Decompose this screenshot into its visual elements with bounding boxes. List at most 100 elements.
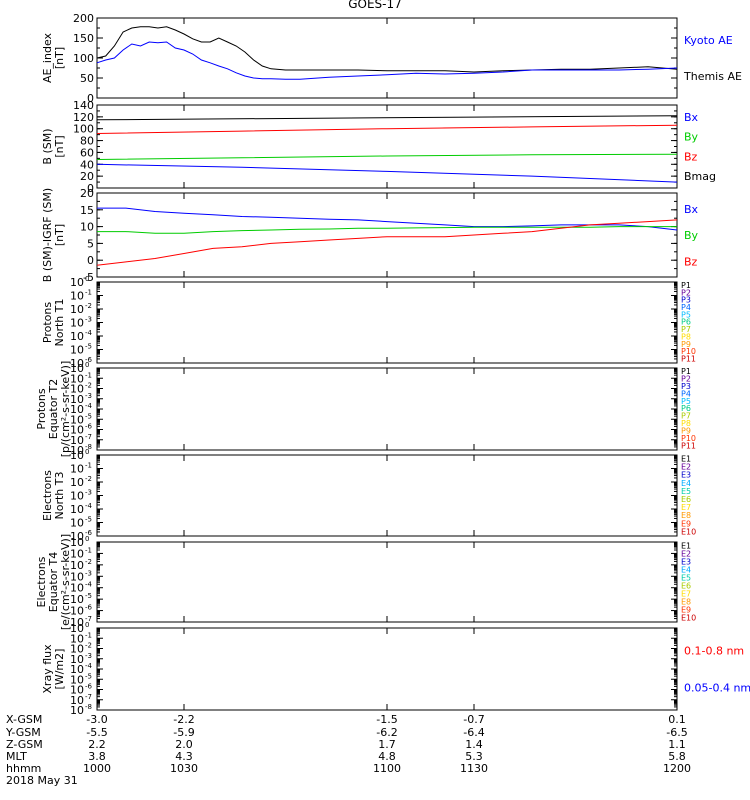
y-tick-label: 10 bbox=[70, 605, 84, 618]
x-row-label: MLT bbox=[6, 750, 27, 763]
x-tick-label: -5.5 bbox=[86, 726, 107, 739]
y-tick-exponent: -3 bbox=[85, 392, 92, 400]
channel-label: P2 bbox=[681, 374, 691, 383]
x-tick-label: 1100 bbox=[373, 762, 401, 775]
y-tick-exponent: 0 bbox=[85, 361, 89, 369]
y-axis-label: Electrons bbox=[41, 470, 54, 521]
y-tick-label: 10 bbox=[70, 570, 84, 583]
y-tick-label: 10 bbox=[70, 536, 84, 549]
y-tick-label: 150 bbox=[73, 32, 94, 45]
y-tick-label: 10 bbox=[70, 559, 84, 572]
y-tick-exponent: 0 bbox=[85, 535, 89, 543]
y-tick-exponent: -1 bbox=[85, 289, 92, 297]
channel-label: P6 bbox=[681, 318, 691, 327]
y-tick-label: 10 bbox=[70, 413, 84, 426]
channel-label: P4 bbox=[681, 389, 691, 398]
channel-label: E8 bbox=[681, 511, 691, 520]
y-tick-exponent: -4 bbox=[85, 502, 93, 510]
legend-entry: Bx bbox=[684, 111, 699, 124]
channel-label: E8 bbox=[681, 597, 691, 606]
y-axis-label: B (SM) bbox=[41, 128, 54, 164]
x-row-label: Z-GSM bbox=[6, 738, 43, 751]
y-axis-label: Equator T4 bbox=[47, 552, 60, 612]
channel-label: P9 bbox=[681, 427, 691, 436]
y-tick-label: 120 bbox=[73, 111, 94, 124]
y-tick-exponent: -7 bbox=[85, 615, 92, 623]
y-tick-label: 0 bbox=[87, 182, 94, 195]
channel-label: P10 bbox=[681, 434, 696, 443]
y-tick-label: 10 bbox=[70, 490, 84, 503]
channel-label: P7 bbox=[681, 325, 691, 334]
y-tick-label: 10 bbox=[70, 632, 84, 645]
channel-label: P1 bbox=[681, 281, 691, 290]
x-tick-label: -6.5 bbox=[666, 726, 687, 739]
series-line bbox=[96, 124, 678, 134]
channel-label: E2 bbox=[681, 549, 691, 558]
y-tick-label: -5 bbox=[83, 271, 94, 284]
y-tick-label: 10 bbox=[70, 362, 84, 375]
series-line bbox=[96, 163, 678, 183]
y-tick-label: 10 bbox=[70, 704, 84, 717]
y-tick-label: 15 bbox=[80, 204, 94, 217]
channel-label: P10 bbox=[681, 347, 696, 356]
x-tick-label: 1.7 bbox=[378, 738, 396, 751]
y-tick-label: 100 bbox=[73, 123, 94, 136]
y-tick-exponent: -6 bbox=[85, 529, 93, 537]
y-tick-label: 200 bbox=[73, 12, 94, 25]
x-tick-label: 2.2 bbox=[88, 738, 106, 751]
y-tick-label: 10 bbox=[70, 463, 84, 476]
series-line bbox=[96, 26, 678, 73]
series-line bbox=[96, 219, 678, 266]
y-tick-exponent: -5 bbox=[85, 592, 92, 600]
x-tick-label: 1200 bbox=[663, 762, 691, 775]
y-tick-exponent: -3 bbox=[85, 569, 92, 577]
y-axis-label: [W/m2] bbox=[53, 649, 66, 690]
y-tick-label: 0 bbox=[87, 92, 94, 105]
y-tick-exponent: -4 bbox=[85, 402, 93, 410]
y-tick-label: 10 bbox=[70, 449, 84, 462]
y-tick-exponent: -7 bbox=[85, 433, 92, 441]
y-axis-label: [nT] bbox=[53, 224, 66, 246]
channel-label: P5 bbox=[681, 310, 691, 319]
channel-label: E10 bbox=[681, 613, 696, 622]
y-axis-label: North T1 bbox=[53, 299, 66, 347]
y-tick-exponent: -8 bbox=[85, 443, 92, 451]
y-tick-label: 10 bbox=[70, 372, 84, 385]
y-tick-label: 10 bbox=[70, 290, 84, 303]
x-tick-label: 1000 bbox=[83, 762, 111, 775]
y-tick-exponent: -5 bbox=[85, 672, 92, 680]
x-tick-label: -2.2 bbox=[173, 713, 194, 726]
channel-label: P6 bbox=[681, 404, 691, 413]
date-label: 2018 May 31 bbox=[6, 774, 78, 787]
x-tick-label: 4.8 bbox=[378, 750, 396, 763]
channel-label: P5 bbox=[681, 397, 691, 406]
channel-label: E5 bbox=[681, 487, 691, 496]
plot-frame bbox=[96, 627, 678, 711]
y-tick-label: 100 bbox=[73, 52, 94, 65]
y-tick-label: 10 bbox=[70, 330, 84, 343]
y-tick-exponent: -1 bbox=[85, 546, 92, 554]
y-tick-label: 10 bbox=[70, 424, 84, 437]
chart-title: GOES-17 bbox=[348, 0, 402, 11]
y-tick-exponent: -6 bbox=[85, 604, 93, 612]
channel-label: P8 bbox=[681, 332, 691, 341]
x-tick-label: 1.4 bbox=[465, 738, 483, 751]
y-tick-exponent: -5 bbox=[85, 412, 92, 420]
y-tick-label: 10 bbox=[70, 643, 84, 656]
y-tick-label: 20 bbox=[80, 170, 94, 183]
legend-entry: Bz bbox=[684, 255, 698, 268]
y-tick-label: 10 bbox=[70, 303, 84, 316]
channel-label: E2 bbox=[681, 463, 691, 472]
channel-label: P8 bbox=[681, 419, 691, 428]
y-axis-label: Protons bbox=[41, 302, 54, 343]
x-tick-label: 2.0 bbox=[175, 738, 193, 751]
y-tick-exponent: -3 bbox=[85, 652, 92, 660]
channel-label: P2 bbox=[681, 288, 691, 297]
y-tick-label: 10 bbox=[70, 517, 84, 530]
series-line bbox=[96, 115, 678, 121]
x-tick-label: 1.1 bbox=[668, 738, 686, 751]
channel-label: E3 bbox=[681, 557, 691, 566]
plot-frame bbox=[96, 281, 678, 364]
